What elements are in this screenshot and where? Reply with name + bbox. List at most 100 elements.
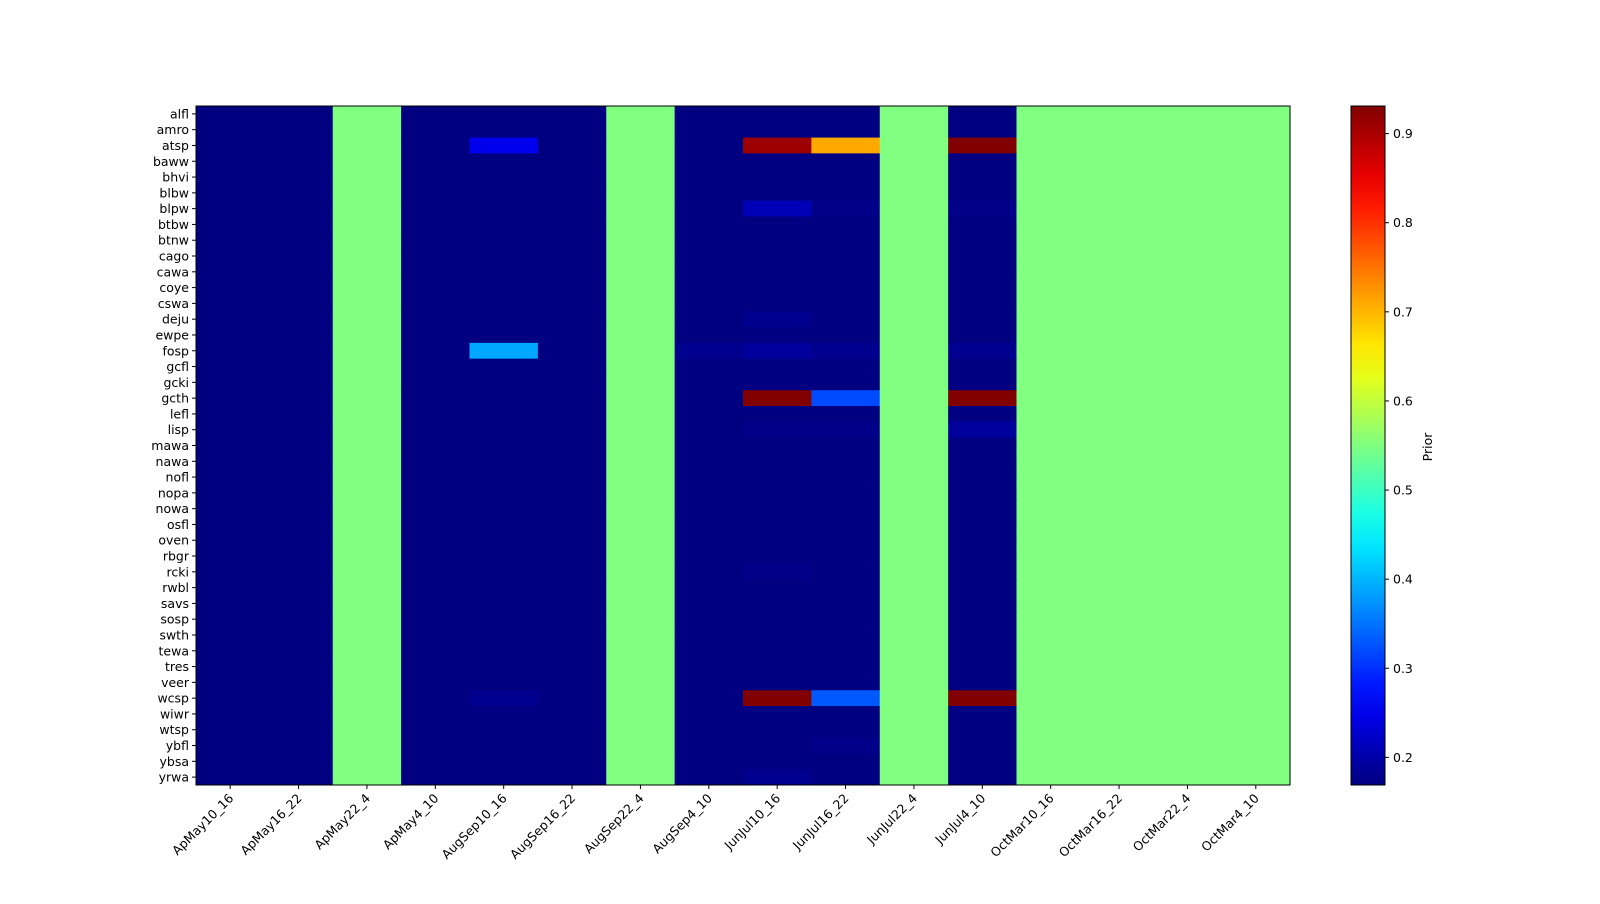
heatmap-cell <box>1221 421 1291 439</box>
heatmap-cell <box>606 374 676 391</box>
y-axis: alflamroatspbawwbhviblbwblpwbtbwbtnwcago… <box>151 106 196 785</box>
heatmap-cell <box>332 769 402 786</box>
heatmap-cell <box>811 421 881 439</box>
heatmap-cell <box>811 721 881 739</box>
heatmap-cell <box>196 721 265 739</box>
heatmap-cell <box>1084 769 1154 786</box>
heatmap-cell <box>401 121 470 139</box>
heatmap-cell <box>1221 106 1291 123</box>
heatmap-cell <box>1221 374 1291 391</box>
heatmap-cell <box>332 153 402 170</box>
heatmap-cell <box>811 532 881 549</box>
heatmap-cell <box>743 611 812 628</box>
heatmap-cell <box>401 137 470 154</box>
heatmap-cell <box>332 406 402 423</box>
heatmap-cell <box>743 595 812 612</box>
heatmap-cell <box>606 121 676 139</box>
heatmap-cell <box>469 279 539 296</box>
y-tick-label: oven <box>158 533 189 548</box>
heatmap-cell <box>948 121 1017 139</box>
heatmap-cell <box>1084 232 1154 249</box>
heatmap-cell <box>401 769 470 786</box>
heatmap-cell <box>469 611 539 628</box>
heatmap-cell <box>1153 200 1223 218</box>
heatmap-cell <box>674 674 744 691</box>
heatmap-cell <box>196 437 265 454</box>
heatmap-cell <box>606 674 676 691</box>
heatmap-cell <box>401 374 470 391</box>
heatmap-cell <box>606 627 676 644</box>
heatmap-cell <box>743 484 812 502</box>
heatmap-cell <box>537 642 607 660</box>
heatmap-cell <box>674 548 744 565</box>
heatmap-cell <box>1221 500 1291 518</box>
heatmap-cell <box>1016 453 1086 470</box>
heatmap-cell <box>537 721 607 739</box>
heatmap-cell <box>332 721 402 739</box>
heatmap-cell <box>264 121 334 139</box>
heatmap-cell <box>811 642 881 660</box>
heatmap-cell <box>948 200 1017 218</box>
heatmap-cell <box>332 248 402 265</box>
heatmap-cell <box>606 153 676 170</box>
heatmap-cell <box>674 169 744 186</box>
heatmap-cell <box>196 658 265 675</box>
heatmap-cell <box>948 484 1017 502</box>
heatmap-cell <box>537 263 607 281</box>
heatmap-cell <box>743 137 812 154</box>
heatmap-cell <box>1153 169 1223 186</box>
heatmap-cell <box>606 421 676 439</box>
heatmap-cell <box>948 563 1017 581</box>
heatmap-cell <box>332 169 402 186</box>
x-tick-label: AugSep10_16 <box>438 790 509 861</box>
y-tick-label: coye <box>159 280 189 295</box>
heatmap-cell <box>948 579 1017 597</box>
heatmap-cell <box>401 595 470 612</box>
heatmap-cell <box>1153 311 1223 328</box>
heatmap-cell <box>1084 453 1154 470</box>
heatmap-cell <box>1084 627 1154 644</box>
heatmap-cell <box>1016 263 1086 281</box>
heatmap-cell <box>606 311 676 328</box>
colorbar-axis: 0.2 0.3 0.4 0.5 0.6 0.7 0.8 0.9 <box>1385 126 1413 765</box>
heatmap-cell <box>948 690 1017 707</box>
heatmap-cell <box>1153 153 1223 170</box>
heatmap-cell <box>1221 121 1291 139</box>
heatmap-cell <box>1153 137 1223 154</box>
heatmap-cell <box>264 500 334 518</box>
heatmap-cell <box>332 184 402 202</box>
heatmap-cell <box>948 548 1017 565</box>
heatmap-cell <box>537 500 607 518</box>
heatmap-cell <box>743 169 812 186</box>
heatmap-cell <box>1153 563 1223 581</box>
heatmap-cell <box>332 295 402 312</box>
heatmap-cell <box>1016 706 1086 723</box>
heatmap-cell <box>469 248 539 265</box>
heatmap-cell <box>1084 437 1154 454</box>
heatmap-cell <box>469 642 539 660</box>
heatmap-cell <box>1221 627 1291 644</box>
heatmap-cell <box>264 484 334 502</box>
heatmap-cell <box>537 437 607 454</box>
heatmap-cell <box>606 563 676 581</box>
heatmap-cell <box>264 690 334 707</box>
heatmap-cell <box>264 721 334 739</box>
heatmap-cell <box>264 374 334 391</box>
heatmap-cell <box>1016 248 1086 265</box>
heatmap-cell <box>1016 169 1086 186</box>
heatmap-cell <box>332 611 402 628</box>
heatmap-cell <box>1221 453 1291 470</box>
heatmap-cell <box>332 674 402 691</box>
heatmap-cell <box>1221 232 1291 249</box>
heatmap-cell <box>948 263 1017 281</box>
heatmap-cell <box>674 627 744 644</box>
x-tick-label: OctMar4_10 <box>1198 790 1262 854</box>
y-tick-label: wiwr <box>160 706 190 721</box>
heatmap-cell <box>1016 216 1086 233</box>
heatmap-cell <box>948 753 1017 770</box>
heatmap-cell <box>606 106 676 123</box>
heatmap-cell <box>537 421 607 439</box>
y-tick-label: tres <box>165 659 189 674</box>
heatmap-cell <box>879 532 949 549</box>
heatmap-cell <box>264 753 334 770</box>
